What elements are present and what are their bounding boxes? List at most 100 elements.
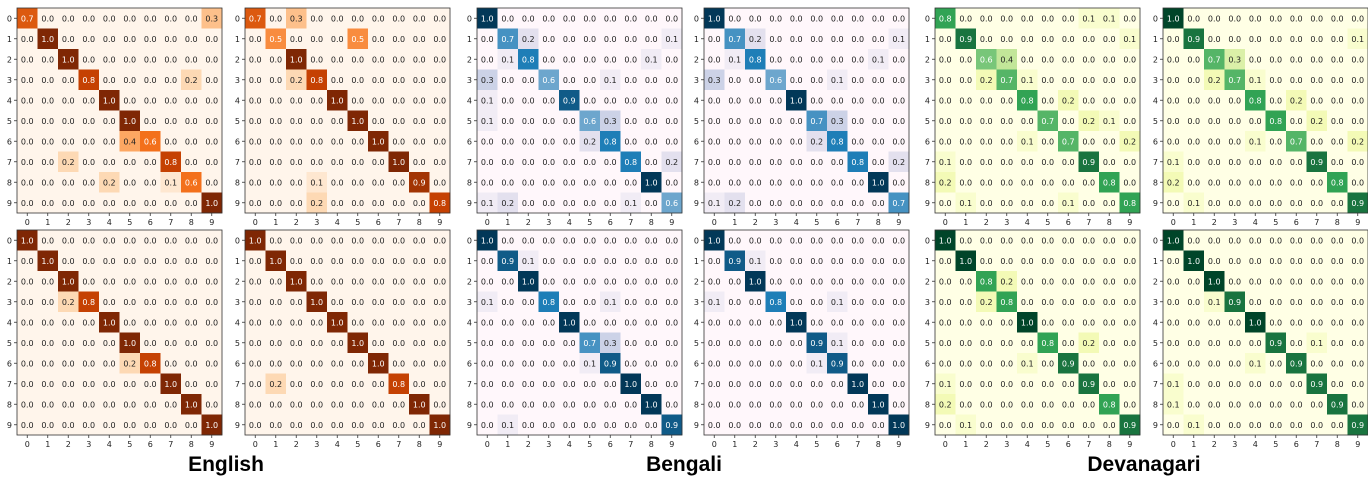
heatmap-cell [1183,28,1205,50]
heatmap-cell [347,192,369,214]
cell-value-label: 0.0 [665,318,678,327]
heatmap-cell [847,28,869,50]
y-tick-label: 9 [1153,199,1158,208]
cell-value-label: 0.0 [624,76,637,85]
cell-value-label: 0.0 [1167,257,1180,266]
cell-value-label: 0.0 [249,158,262,167]
heatmap-cell [955,110,977,132]
heatmap-cell [1099,151,1120,173]
heatmap-cell [181,271,202,292]
cell-value-label: 0.0 [728,339,741,348]
heatmap-cell [306,90,328,111]
heatmap-cell [1017,192,1038,214]
cell-value-label: 0.0 [249,339,262,348]
heatmap-cell [286,172,307,193]
cell-value-label: 0.0 [749,236,762,245]
cell-value-label: 0.2 [749,35,762,44]
y-tick-label: 5 [925,339,930,348]
heatmap-cell [245,373,266,395]
cell-value-label: 0.0 [62,14,75,23]
heatmap-cell [368,131,389,152]
heatmap-cell [1099,90,1120,111]
cell-value-label: 0.0 [501,158,514,167]
cell-value-label: 0.1 [481,117,494,126]
cell-value-label: 0.0 [41,359,54,368]
heatmap-cell [17,291,38,313]
cell-value-label: 0.2 [185,76,198,85]
heatmap-cell [140,90,161,111]
heatmap-cell [661,192,683,214]
cell-value-label: 0.2 [939,400,952,409]
x-tick-label: 9 [896,218,901,227]
cell-value-label: 0.0 [542,199,555,208]
cell-value-label: 0.1 [1208,298,1221,307]
cell-value-label: 0.0 [41,76,54,85]
heatmap-cell [409,110,430,132]
cell-value-label: 0.0 [331,178,344,187]
y-tick-label: 4 [694,96,699,105]
cell-value-label: 0.0 [351,298,364,307]
heatmap-cell [745,110,766,132]
cell-value-label: 0.0 [392,55,405,64]
heatmap-cell [1119,192,1141,214]
y-tick-label: 3 [925,76,930,85]
cell-value-label: 0.0 [583,257,596,266]
heatmap-cell [306,250,328,272]
x-tick-label: 6 [148,218,153,227]
cell-value-label: 0.0 [728,277,741,286]
cell-value-label: 0.0 [542,178,555,187]
cell-value-label: 0.0 [481,359,494,368]
heatmap-cell [409,250,430,272]
heatmap-cell [1119,172,1141,193]
cell-value-label: 1.0 [708,236,721,245]
x-tick-label: 6 [1294,218,1299,227]
cell-value-label: 0.0 [185,55,198,64]
heatmap-cell [1078,151,1100,173]
heatmap-cell [641,90,662,111]
cell-value-label: 0.0 [82,158,95,167]
cell-value-label: 0.0 [522,380,535,389]
cell-value-label: 0.0 [708,178,721,187]
y-tick-label: 5 [694,339,699,348]
cell-value-label: 0.2 [1167,178,1180,187]
cell-value-label: 0.0 [1249,55,1262,64]
cell-value-label: 0.0 [1062,298,1075,307]
heatmap-cell [160,373,182,395]
cell-value-label: 0.0 [749,117,762,126]
heatmap-cell [78,8,100,29]
cell-value-label: 0.0 [1310,400,1323,409]
cell-value-label: 0.0 [1249,257,1262,266]
heatmap-cell [786,49,807,70]
heatmap-cell [868,151,889,173]
cell-value-label: 0.0 [980,137,993,146]
cell-value-label: 0.0 [62,339,75,348]
heatmap-cell [641,28,662,50]
heatmap-cell [868,49,889,70]
cell-value-label: 0.0 [831,178,844,187]
cell-value-label: 0.0 [980,96,993,105]
heatmap-cell [1017,69,1038,91]
x-tick-label: 3 [86,218,91,227]
heatmap-cell [245,151,266,173]
heatmap-cell [17,151,38,173]
heatmap-cell [140,250,161,272]
heatmap-cell [559,230,580,251]
heatmap-cell [181,151,202,173]
heatmap-cell [78,172,100,193]
cell-value-label: 0.0 [1290,257,1303,266]
cell-value-label: 0.0 [851,339,864,348]
cell-value-label: 0.7 [1062,137,1075,146]
heatmap-cell [58,250,79,272]
heatmap-cell [265,414,287,436]
cell-value-label: 0.0 [665,137,678,146]
cell-value-label: 0.0 [959,178,972,187]
heatmap-cell [1265,49,1287,70]
cell-value-label: 0.0 [583,76,596,85]
cell-value-label: 0.0 [41,421,54,430]
cell-value-label: 0.0 [542,257,555,266]
group-title-english: English [188,453,264,476]
cell-value-label: 0.0 [21,35,34,44]
heatmap-cell [17,312,38,333]
heatmap-cell [1078,172,1100,193]
cell-value-label: 0.0 [1187,178,1200,187]
